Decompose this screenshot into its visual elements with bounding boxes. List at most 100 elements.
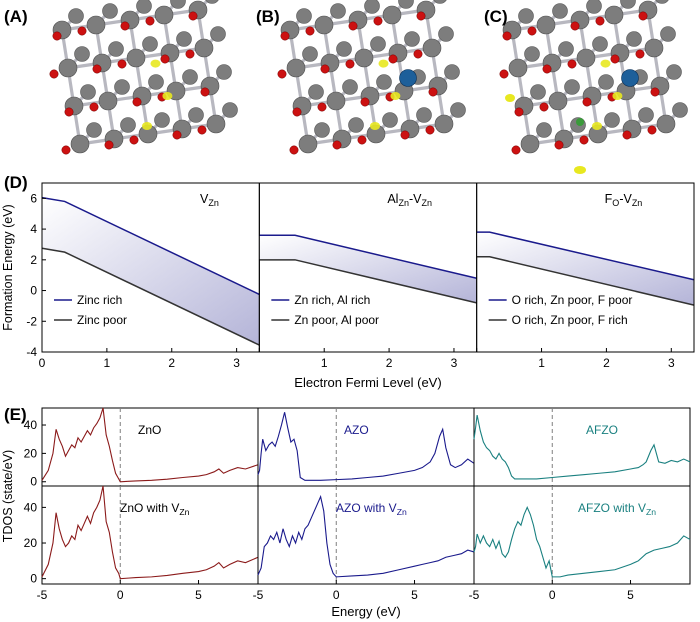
x-tick-label: 0 [333, 588, 340, 602]
subplot-d-2: 1 2 3 FO-VZn O rich, Zn poor, F poor O rich, … [476, 182, 695, 370]
title-part: AZO with V [336, 501, 397, 515]
zinc-atom [298, 134, 318, 154]
zinc-atom [126, 48, 146, 68]
fluorine-atom [576, 118, 584, 126]
title-part: AZO [344, 423, 369, 437]
dos-curve [257, 494, 475, 578]
charge-isosurface [150, 59, 161, 68]
zinc-atom [422, 38, 442, 58]
zinc-atom [382, 5, 402, 25]
oxygen-atom [360, 97, 370, 107]
x-tick-label: 2 [386, 356, 393, 370]
subplot-e: 0 20 40 ZnO [24, 407, 259, 489]
oxygen-atom [92, 64, 102, 74]
charge-isosurface [600, 59, 611, 68]
zinc-atom [508, 58, 528, 78]
charge-isosurface [162, 92, 173, 100]
oxygen-atom [416, 11, 426, 21]
subplot-title: FO-VZn [605, 192, 643, 208]
panel-labels: (A) (B) (C) (D) (E) [4, 7, 508, 424]
zinc-atom [148, 74, 164, 90]
dos-curve [41, 485, 259, 580]
y-tick-label: 6 [30, 191, 37, 205]
zinc-atom [666, 64, 682, 80]
oxygen-atom [514, 107, 524, 117]
subscript: Zn [646, 507, 656, 517]
zinc-atom [70, 134, 90, 154]
zinc-atom [433, 0, 447, 4]
zinc-atom [620, 0, 636, 9]
subscript: Zn [632, 198, 643, 208]
zinc-atom [604, 112, 620, 128]
zinc-atom [210, 26, 226, 42]
x-axis-title: Electron Fermi Level (eV) [294, 375, 441, 390]
charge-isosurface [142, 122, 152, 130]
title-part: ZnO [138, 423, 161, 437]
charge-isosurface [592, 122, 602, 130]
zinc-atom [438, 26, 454, 42]
charge-isosurface [390, 92, 401, 100]
subscript: O [612, 198, 619, 208]
shaded-region [259, 235, 477, 303]
zinc-atom [154, 5, 174, 25]
zinc-atom [302, 46, 318, 62]
panel-label: (E) [4, 405, 27, 424]
legend-label: Zinc rich [77, 293, 122, 307]
panel-label: (A) [4, 7, 28, 26]
subplot-label: AZO with VZn [336, 501, 407, 517]
structure-Al+F [499, 0, 688, 174]
oxygen-atom [610, 54, 620, 64]
zinc-atom [564, 79, 580, 95]
title-part: Al [387, 192, 398, 206]
zinc-atom [86, 122, 102, 138]
charge-isosurface [612, 92, 623, 100]
oxygen-atom [172, 130, 182, 140]
zinc-atom [142, 36, 158, 52]
oxygen-atom [595, 16, 605, 26]
zinc-atom [58, 58, 78, 78]
x-tick-label: -5 [253, 588, 264, 602]
oxygen-atom [650, 87, 660, 97]
zinc-atom [216, 64, 232, 80]
y-tick-label: -2 [26, 314, 37, 328]
x-tick-label: 3 [451, 356, 458, 370]
zinc-atom [330, 3, 346, 19]
oxygen-atom [120, 21, 130, 31]
subplot-label: AZO [344, 423, 369, 437]
oxygen-atom [197, 125, 207, 135]
tdos-chart: TDOS (state/eV) Energy (eV) 0 20 40 ZnO AZO AFZ… [1, 407, 691, 619]
oxygen-atom [280, 31, 290, 41]
oxygen-atom [49, 69, 59, 79]
charge-isosurface [370, 122, 380, 130]
oxygen-atom [567, 59, 577, 69]
zinc-atom [638, 107, 654, 123]
oxygen-atom [348, 21, 358, 31]
oxygen-atom [317, 102, 327, 112]
structure-none [49, 0, 238, 155]
zinc-atom [314, 15, 334, 35]
zinc-atom [376, 74, 392, 90]
zinc-atom [364, 0, 380, 14]
oxygen-atom [77, 26, 87, 36]
zinc-atom [120, 117, 136, 133]
x-tick-label: 1 [321, 356, 328, 370]
zinc-atom [604, 5, 624, 25]
zinc-atom [398, 0, 414, 9]
zinc-atom [548, 91, 568, 111]
x-tick-label: 2 [168, 356, 175, 370]
aluminium-atom [621, 69, 639, 87]
dos-curve [41, 407, 259, 483]
x-axis-title: Energy (eV) [331, 604, 400, 619]
zinc-atom [176, 31, 192, 47]
y-tick-label: 4 [30, 222, 37, 236]
x-tick-label: 3 [233, 356, 240, 370]
oxygen-atom [622, 130, 632, 140]
oxygen-atom [145, 16, 155, 26]
subscript: Zn [208, 198, 219, 208]
subplot-e: -5 0 5 AZO with VZn [253, 485, 475, 602]
oxygen-atom [635, 49, 645, 59]
subplot-label: AFZO with VZn [578, 501, 656, 517]
oxygen-atom [373, 16, 383, 26]
oxygen-atom [570, 21, 580, 31]
